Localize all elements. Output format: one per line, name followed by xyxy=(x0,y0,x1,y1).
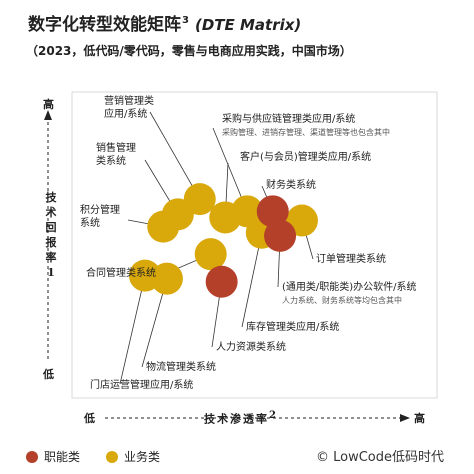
leader-line xyxy=(149,111,201,200)
title-superscript: 3 xyxy=(182,15,189,27)
point-label: 系统 xyxy=(80,216,100,229)
point-label: 物流管理类系统 xyxy=(146,360,216,373)
bubble-客户-与会员-管理类应用-系统 xyxy=(209,201,242,234)
bubble-门店运营管理应用-系统 xyxy=(129,259,161,292)
point-annotation: 采购管理、进销存管理、渠道管理等也包含其中 xyxy=(222,127,390,137)
plot-frame xyxy=(71,91,438,399)
point-label: 订单管理类系统 xyxy=(316,252,386,265)
legend-business-label: 业务类 xyxy=(124,450,161,464)
point-label: 营销管理类 xyxy=(104,94,154,107)
point-label: 门店运营管理应用/系统 xyxy=(90,378,193,391)
bubble-财务类系统 xyxy=(256,195,289,228)
point-label: 应用/系统 xyxy=(104,107,147,120)
y-label-char: 率 xyxy=(45,251,57,264)
point-label: 库存管理类应用/系统 xyxy=(246,320,339,333)
legend-business: 业务类 xyxy=(106,448,160,465)
legend-functional-swatch xyxy=(26,450,38,463)
source-credit: © LowCode低码时代 xyxy=(315,450,444,465)
leader-line xyxy=(119,275,146,385)
x-axis-label-text: 技术渗透率 xyxy=(204,412,269,426)
chart-subtitle: （2023，低代码/零代码，零售与电商应用实践，中国市场） xyxy=(26,44,352,58)
y-axis-label: 技 术 回 报 率 1 xyxy=(34,190,68,280)
point-label: (通用类/职能类)办公软件/系统 xyxy=(282,280,417,293)
point-label: 积分管理 xyxy=(80,203,120,216)
leader-line xyxy=(241,232,263,328)
point-label: 客户(与会员)管理类应用/系统 xyxy=(240,150,371,163)
x-axis-arrowhead xyxy=(400,414,410,422)
chart-title-text: 数字化转型效能矩阵 xyxy=(28,15,181,35)
y-label-char: 回 xyxy=(45,221,57,234)
y-label-char: 术 xyxy=(45,206,57,219)
x-axis-low-label: 低 xyxy=(84,412,95,425)
point-label: 财务类系统 xyxy=(266,178,316,191)
x-axis-high-label: 高 xyxy=(414,412,425,425)
y-axis-low-label: 低 xyxy=(43,368,54,381)
legend-business-swatch xyxy=(106,450,118,463)
bubble--通用类-职能类-办公软件-系统 xyxy=(264,219,297,252)
bubble-人力资源类系统 xyxy=(205,265,238,298)
title-suffix: (DTE Matrix) xyxy=(194,16,302,34)
y-label-char: 报 xyxy=(45,236,57,249)
y-label-char: 1 xyxy=(47,266,55,279)
point-label: 销售管理 xyxy=(96,141,136,154)
point-annotation: 人力系统、财务系统等均包含其中 xyxy=(282,295,402,305)
legend-functional-label: 职能类 xyxy=(44,450,81,464)
y-axis-arrowhead xyxy=(44,110,52,120)
y-axis-high-label: 高 xyxy=(43,98,54,111)
bubble-积分管理系统 xyxy=(147,210,180,243)
point-label: 合同管理类系统 xyxy=(86,266,156,279)
x-axis-label: 技术渗透率2 xyxy=(204,410,276,427)
y-label-char: 技 xyxy=(45,191,57,204)
point-label: 类系统 xyxy=(96,154,126,167)
point-label: 采购与供应链管理类应用/系统 xyxy=(222,112,355,125)
x-axis-label-sup: 2 xyxy=(269,410,276,421)
chart-title: 数字化转型效能矩阵3 (DTE Matrix) xyxy=(28,10,301,35)
legend-functional: 职能类 xyxy=(26,448,80,465)
bubble-合同管理类系统 xyxy=(194,238,227,271)
point-label: 人力资源类系统 xyxy=(216,340,286,353)
